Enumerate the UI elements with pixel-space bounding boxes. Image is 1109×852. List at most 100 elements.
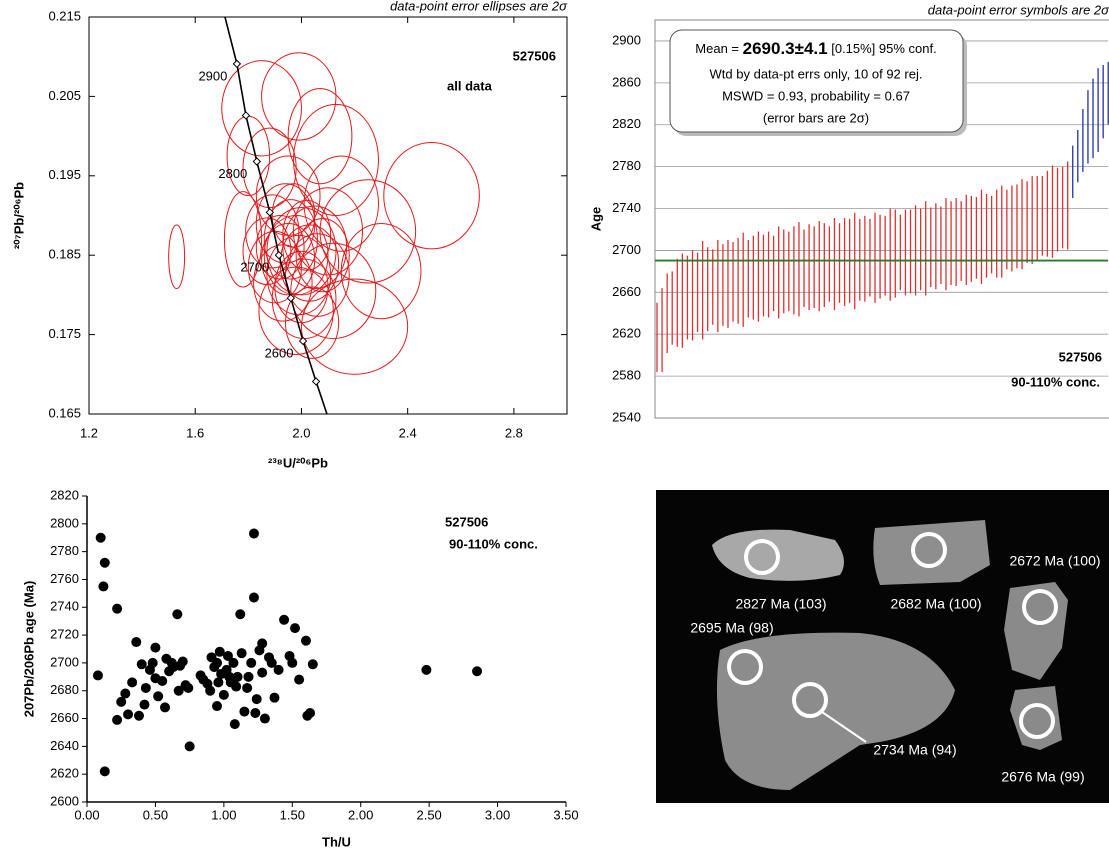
age-marker [242, 112, 249, 119]
note: data-point error ellipses are 2σ [390, 0, 568, 13]
y-tick-label: 2800 [50, 515, 79, 530]
point [160, 702, 170, 712]
stats-line: (error bars are 2σ) [763, 110, 869, 125]
point [127, 677, 137, 687]
y-tick-label: 2660 [50, 710, 79, 725]
x-tick-label: 1.00 [211, 807, 236, 822]
point [287, 658, 297, 668]
y-tick-label: 2620 [50, 766, 79, 781]
age-label: 2900 [198, 68, 227, 83]
point [257, 668, 267, 678]
point [205, 686, 215, 696]
figure: 2827 Ma (103) 2682 Ma (100) 2672 Ma (100… [0, 0, 1109, 852]
x-tick-label: 1.50 [280, 807, 305, 822]
y-tick-label: 2700 [50, 654, 79, 669]
y-tick-label: 2720 [50, 627, 79, 642]
point [233, 672, 243, 682]
point [157, 676, 167, 686]
x-tick-label: 2.0 [292, 425, 310, 440]
point [239, 707, 249, 717]
y-tick-label: 0.185 [48, 247, 81, 262]
point [93, 670, 103, 680]
point [150, 643, 160, 653]
point [141, 683, 151, 693]
point [153, 691, 163, 701]
point [134, 711, 144, 721]
x-tick-label: 2.8 [505, 425, 523, 440]
y-tick-label: 2740 [612, 200, 641, 215]
y-tick-label: 0.215 [48, 8, 81, 23]
point [252, 694, 262, 704]
point [172, 609, 182, 619]
stats-line: MSWD = 0.93, probability = 0.67 [722, 88, 910, 103]
point [472, 666, 482, 676]
error-ellipse [291, 243, 376, 338]
point [112, 715, 122, 725]
age-marker [253, 158, 260, 165]
y-axis-label: Age [588, 207, 603, 232]
error-ellipse [222, 61, 302, 156]
y-tick-label: 2660 [612, 284, 641, 299]
spot-label: 2682 Ma (100) [890, 596, 981, 612]
x-tick-label: 2.4 [399, 425, 417, 440]
error-ellipse [320, 180, 416, 283]
point [139, 700, 149, 710]
y-tick-label: 2580 [612, 368, 641, 383]
x-tick-label: 0.00 [74, 807, 99, 822]
y-tick-label: 0.165 [48, 405, 81, 420]
y-tick-label: 2600 [50, 793, 79, 808]
x-axis-label: ²³⁸U/²⁰⁶Pb [268, 455, 328, 470]
spot-label: 2672 Ma (100) [1009, 553, 1100, 569]
point [260, 714, 270, 724]
point [301, 636, 311, 646]
age-label: 2600 [265, 345, 294, 360]
error-ellipse [384, 142, 480, 248]
x-tick-label: 2.00 [348, 807, 373, 822]
point [120, 689, 130, 699]
point [100, 766, 110, 776]
point [308, 659, 318, 669]
point [250, 708, 260, 718]
y-tick-label: 2620 [612, 326, 641, 341]
x-tick-label: 2.50 [416, 807, 441, 822]
stats-line: Wtd by data-pt errs only, 10 of 92 rej. [710, 66, 923, 81]
point [237, 648, 247, 658]
y-tick-label: 2540 [612, 409, 641, 424]
point [279, 615, 289, 625]
x-tick-label: 3.00 [485, 807, 510, 822]
y-tick-label: 2760 [50, 571, 79, 586]
x-axis-label: Th/U [322, 834, 351, 849]
y-axis-label: ²⁰⁷Pb/²⁰⁶Pb [11, 182, 26, 249]
chart-subtitle: 90-110% conc. [1011, 374, 1100, 389]
mean-label: Mean = 2690.3±4.1 [0.15%] 95% conf. [695, 39, 936, 58]
mean-prefix: Mean = [695, 41, 742, 56]
chart-subtitle: 90-110% conc. [449, 536, 538, 551]
y-tick-label: 0.195 [48, 167, 81, 182]
y-tick-label: 2860 [612, 74, 641, 89]
chart-title: 527506 [513, 48, 556, 63]
note: data-point error symbols are 2σ [928, 2, 1109, 17]
chart-title: 527506 [1059, 349, 1102, 364]
error-ellipse [341, 223, 421, 318]
point [290, 623, 300, 633]
point [421, 665, 431, 675]
point [212, 701, 222, 711]
point [98, 581, 108, 591]
y-tick-label: 2780 [50, 543, 79, 558]
age-marker [313, 378, 320, 385]
point [249, 529, 259, 539]
point [137, 659, 147, 669]
point [230, 719, 240, 729]
y-tick-label: 0.175 [48, 326, 81, 341]
point [219, 690, 229, 700]
x-tick-label: 1.6 [186, 425, 204, 440]
chart-title: 527506 [445, 514, 488, 529]
point [96, 533, 106, 543]
point [148, 658, 158, 668]
y-axis-label: 207Pb/206Pb age (Ma) [21, 581, 36, 718]
y-tick-label: 0.205 [48, 88, 81, 103]
y-tick-label: 2780 [612, 158, 641, 173]
point [249, 593, 259, 603]
plot-frame [89, 17, 567, 414]
y-tick-label: 2740 [50, 599, 79, 614]
